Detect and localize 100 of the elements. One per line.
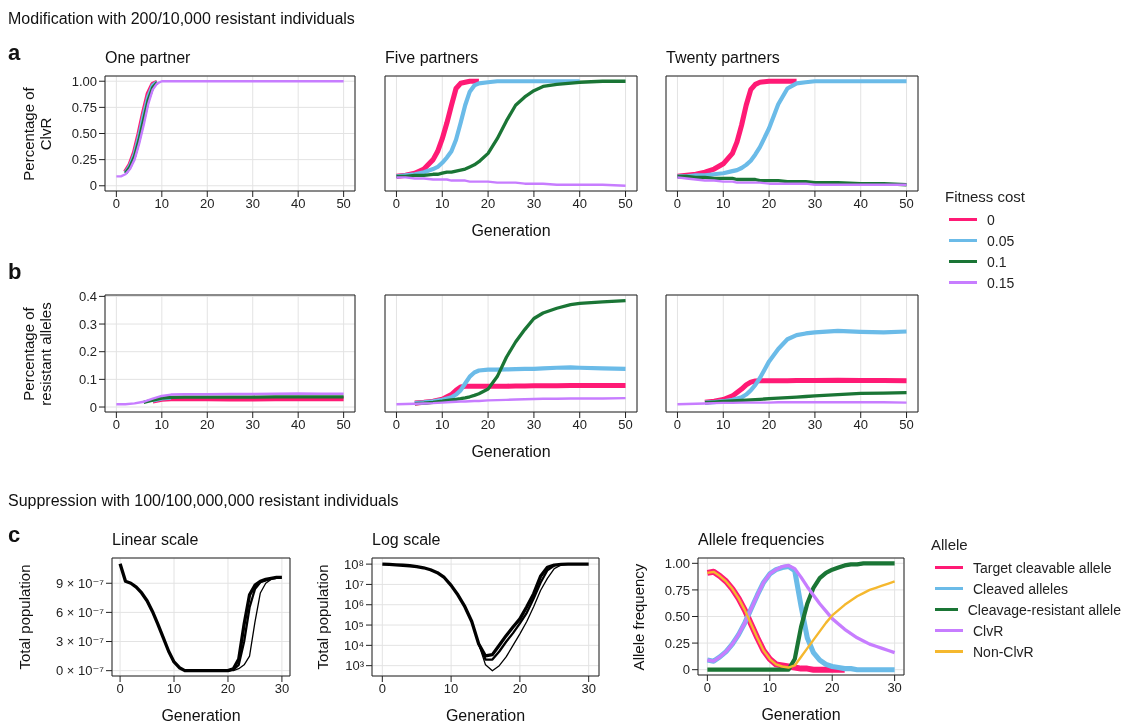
legend-label: ClvR	[973, 622, 1004, 639]
x-tick-label: 0	[112, 417, 120, 433]
x-tick-label: 30	[581, 681, 596, 697]
legend-title: Fitness cost	[945, 188, 1027, 205]
x-tick-label: 40	[572, 196, 587, 212]
y-axis-title: Percentage of ClvR	[20, 85, 54, 183]
chart-title: One partner	[105, 49, 191, 67]
x-tick-label: 10	[443, 681, 459, 697]
x-tick-label: 20	[824, 680, 840, 696]
x-tick-label: 10	[716, 417, 731, 433]
x-tick-label: 30	[887, 680, 902, 696]
text: b	[8, 259, 22, 285]
x-tick-label: 40	[853, 417, 868, 433]
x-tick-label: 0	[703, 680, 711, 696]
y-axis-title: Total population	[15, 563, 33, 672]
y-tick-label: 0.75	[71, 99, 97, 115]
x-tick-label: 50	[899, 196, 914, 212]
x-tick-label: 50	[899, 417, 914, 433]
y-tick-label: 10³	[345, 658, 365, 674]
x-tick-label: 20	[512, 681, 528, 697]
x-axis-title: Generation	[160, 707, 242, 725]
text: c	[8, 522, 21, 548]
y-tick-label: 9 × 10⁻⁷	[55, 575, 105, 591]
x-axis-title: Generation	[470, 443, 552, 461]
y-tick-label: 1.00	[71, 73, 97, 89]
chart-title: Twenty partners	[666, 49, 780, 67]
x-tick-label: 0	[392, 417, 401, 433]
x-tick-label: 30	[807, 417, 823, 433]
y-tick-label: 10⁵	[344, 617, 364, 633]
x-tick-label: 50	[618, 417, 633, 433]
y-tick-label: 10⁸	[344, 556, 364, 572]
x-tick-label: 50	[336, 196, 351, 212]
chart-title: Log scale	[372, 531, 441, 549]
x-tick-label: 20	[200, 196, 215, 212]
y-tick-label: 10⁷	[344, 577, 365, 593]
x-tick-label: 20	[220, 681, 236, 697]
y-tick-label: 0.2	[78, 344, 97, 360]
y-tick-label: 10⁶	[344, 597, 364, 613]
x-tick-label: 50	[618, 196, 633, 212]
text: a	[8, 40, 21, 66]
y-tick-label: 6 × 10⁻⁷	[55, 605, 105, 620]
legend-label: 0	[987, 211, 995, 228]
x-tick-label: 10	[716, 196, 731, 212]
legend-title: Allele	[931, 536, 969, 553]
x-tick-label: 10	[154, 417, 170, 433]
x-tick-label: 10	[435, 417, 450, 433]
legend-label: Cleavage-resistant allele	[967, 601, 1121, 618]
legend-label: Non-ClvR	[973, 643, 1034, 660]
y-tick-label: 0.3	[78, 316, 97, 332]
x-axis-title: Generation	[444, 707, 527, 725]
legend-label: 0.15	[987, 274, 1015, 291]
x-tick-label: 0	[392, 196, 401, 212]
x-axis-title: Generation	[470, 222, 552, 240]
legend-label: 0.1	[987, 253, 1007, 270]
x-tick-label: 20	[761, 417, 777, 433]
x-tick-label: 30	[526, 196, 542, 212]
x-tick-label: 20	[200, 417, 215, 433]
text: Modification with 200/10,000 resistant individuals	[8, 10, 355, 28]
y-axis-title: Total population	[313, 563, 331, 672]
x-tick-label: 30	[245, 417, 260, 433]
chart-title: Five partners	[385, 49, 479, 67]
x-tick-label: 30	[274, 681, 290, 697]
x-tick-label: 0	[112, 196, 120, 212]
x-tick-label: 10	[435, 196, 450, 212]
y-tick-label: 0.75	[664, 582, 690, 598]
y-tick-label: 0 × 10⁻⁷	[55, 663, 105, 679]
y-tick-label: 0	[89, 399, 97, 415]
x-tick-label: 40	[290, 417, 306, 433]
x-tick-label: 20	[761, 196, 777, 212]
y-tick-label: 1.00	[664, 555, 690, 571]
x-tick-label: 40	[290, 196, 306, 212]
x-tick-label: 20	[480, 417, 496, 433]
x-tick-label: 30	[245, 196, 260, 212]
x-tick-label: 0	[378, 681, 386, 697]
x-tick-label: 30	[807, 196, 823, 212]
legend-label: Target cleavable allele	[973, 559, 1112, 576]
x-tick-label: 10	[154, 196, 170, 212]
x-tick-label: 50	[336, 417, 351, 433]
y-tick-label: 0	[89, 178, 97, 194]
x-tick-label: 30	[526, 417, 542, 433]
legend-label: Cleaved alleles	[973, 580, 1068, 597]
y-tick-label: 3 × 10⁻⁷	[55, 634, 105, 650]
y-tick-label: 0.1	[78, 371, 97, 387]
x-tick-label: 10	[166, 681, 182, 697]
y-axis-title: Percentage of resistant alleles	[20, 300, 54, 408]
text: Suppression with 100/100,000,000 resistant individuals	[8, 492, 399, 510]
x-tick-label: 20	[480, 196, 496, 212]
chart-title: Allele frequencies	[698, 531, 825, 549]
y-tick-label: 10⁴	[343, 637, 364, 653]
legend-label: 0.05	[987, 232, 1015, 249]
y-axis-title: Allele frequency	[629, 562, 647, 673]
y-tick-label: 0.25	[71, 152, 97, 168]
y-tick-label: 0.50	[664, 609, 690, 625]
x-axis-title: Generation	[760, 706, 842, 724]
y-tick-label: 0.4	[78, 289, 97, 304]
x-tick-label: 0	[116, 681, 124, 697]
y-tick-label: 0	[682, 662, 690, 678]
y-tick-label: 0.25	[664, 635, 690, 651]
chart-title: Linear scale	[112, 531, 199, 549]
y-tick-label: 0.50	[71, 126, 97, 142]
